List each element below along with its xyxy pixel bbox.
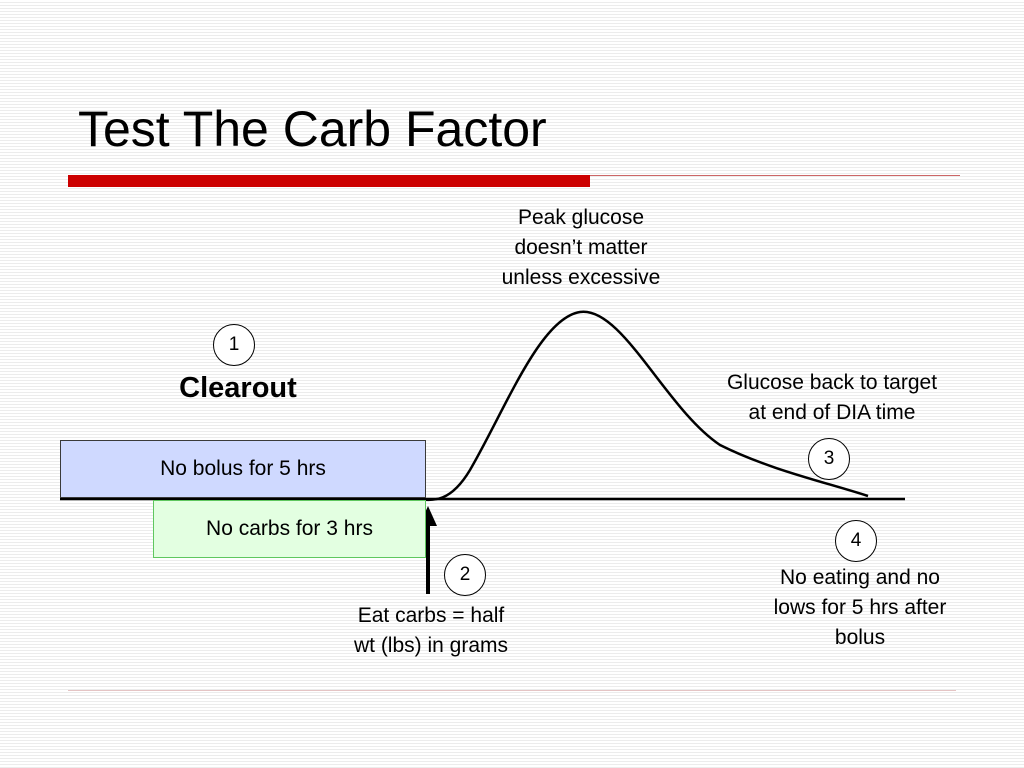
step-3-note: Glucose back to target at end of DIA tim…: [697, 368, 967, 428]
step-2-note: Eat carbs = half wt (lbs) in grams: [321, 601, 541, 661]
step-4-badge: 4: [835, 520, 877, 562]
step-4-note: No eating and no lows for 5 hrs after bo…: [744, 563, 976, 653]
step-3-note-line: Glucose back to target: [726, 371, 938, 394]
step-3-badge: 3: [808, 438, 850, 480]
step-3-number: 3: [823, 448, 835, 469]
step-2-badge: 2: [444, 554, 486, 596]
title-underline-red: [68, 175, 590, 187]
peak-note-line: unless excessive: [501, 266, 661, 289]
peak-glucose-note: Peak glucose doesn’t matter unless exces…: [466, 203, 696, 293]
step-3-note-line: at end of DIA time: [748, 401, 916, 424]
step-1-badge: 1: [213, 324, 255, 366]
step-4-note-line: bolus: [834, 626, 886, 649]
peak-note-line: Peak glucose: [517, 206, 645, 229]
step-4-note-line: lows for 5 hrs after: [773, 596, 947, 619]
step-4-note-line: No eating and no: [780, 566, 940, 589]
slide-title: Test The Carb Factor: [78, 101, 547, 157]
no-carbs-box: No carbs for 3 hrs: [153, 500, 426, 558]
no-bolus-label: No bolus for 5 hrs: [160, 457, 326, 480]
step-2-note-line: wt (lbs) in grams: [353, 634, 509, 657]
no-carbs-label: No carbs for 3 hrs: [206, 517, 373, 540]
step-2-note-line: Eat carbs = half: [357, 604, 505, 627]
peak-note-line: doesn’t matter: [514, 236, 648, 259]
no-bolus-box: No bolus for 5 hrs: [60, 440, 426, 498]
glucose-curve: [409, 310, 869, 502]
footer-rule: [68, 690, 956, 691]
step-2-number: 2: [459, 564, 471, 585]
step-1-number: 1: [228, 334, 240, 355]
title-underline-thin: [590, 175, 960, 176]
step-4-number: 4: [850, 530, 862, 551]
clearout-heading: Clearout: [179, 372, 297, 404]
